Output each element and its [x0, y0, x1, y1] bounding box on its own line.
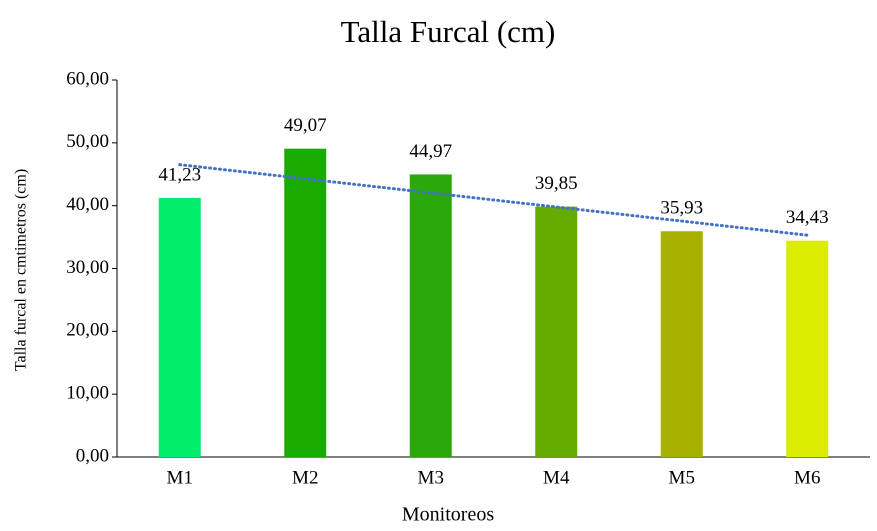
bar: [284, 148, 327, 458]
y-tick-label: 20,00: [66, 320, 109, 341]
data-label: 41,23: [158, 164, 201, 185]
bar: [158, 197, 201, 457]
x-tick-label: M3: [418, 467, 444, 488]
y-axis-label: Talla furcal en cmtimetros (cm): [13, 169, 30, 371]
y-tick-label: 30,00: [66, 257, 109, 278]
bar: [660, 231, 703, 457]
chart-title: Talla Furcal (cm): [341, 14, 556, 49]
y-tick-label: 60,00: [66, 68, 109, 89]
data-label: 44,97: [409, 141, 452, 162]
x-tick-label: M1: [167, 467, 193, 488]
y-tick-label: 10,00: [66, 383, 109, 404]
trendline: [178, 163, 809, 237]
x-tick-label: M5: [669, 467, 695, 488]
x-tick-label: M4: [543, 467, 570, 488]
data-label: 34,43: [786, 207, 829, 228]
x-tick-label: M2: [292, 467, 318, 488]
bar: [786, 240, 829, 457]
y-tick-label: 40,00: [66, 194, 109, 215]
y-tick-label: 0,00: [76, 445, 109, 466]
y-tick-label: 50,00: [66, 131, 109, 152]
x-axis-label: Monitoreos: [402, 504, 494, 526]
data-label: 35,93: [660, 198, 703, 219]
x-tick-label: M6: [794, 467, 820, 488]
bar: [535, 206, 578, 457]
data-label: 49,07: [284, 115, 327, 136]
bar: [409, 174, 452, 457]
data-label: 39,85: [535, 173, 578, 194]
